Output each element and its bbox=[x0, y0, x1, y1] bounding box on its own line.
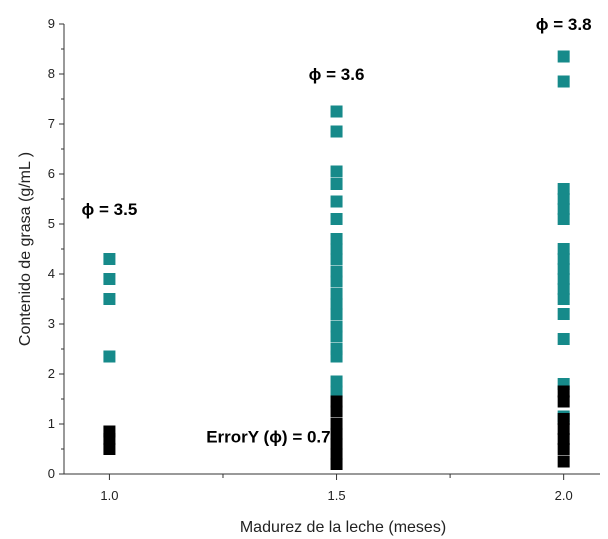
fat-content-point bbox=[330, 125, 343, 138]
fat-content-point bbox=[557, 75, 570, 88]
fat-content-point bbox=[330, 195, 343, 208]
error-point bbox=[103, 443, 116, 455]
error-point bbox=[330, 395, 343, 408]
annotation-label: ErrorY (ϕ) = 0.7 bbox=[206, 428, 330, 447]
x-tick-label: 1.5 bbox=[328, 488, 346, 503]
fat-content-point bbox=[330, 288, 343, 300]
x-tick-label: 2.0 bbox=[555, 488, 573, 503]
fat-content-point bbox=[330, 253, 343, 265]
fat-content-point bbox=[330, 350, 343, 363]
y-tick-label: 6 bbox=[48, 166, 55, 181]
fat-content-point bbox=[330, 330, 343, 343]
y-tick-label: 9 bbox=[48, 16, 55, 31]
x-tick-label: 1.0 bbox=[100, 488, 118, 503]
fat-content-point bbox=[557, 193, 570, 205]
error-point bbox=[557, 443, 570, 455]
fat-content-point bbox=[557, 263, 570, 275]
fat-content-point bbox=[557, 293, 570, 305]
error-point bbox=[330, 405, 343, 418]
y-tick-label: 1 bbox=[48, 416, 55, 431]
annotations: ϕ = 3.5 ϕ = 3.6 ϕ = 3.8 ErrorY (ϕ) = 0.7 bbox=[82, 15, 592, 447]
error-point bbox=[557, 413, 570, 425]
x-axis-title: Madurez de la leche (meses) bbox=[240, 519, 446, 536]
fat-content-point bbox=[330, 213, 343, 225]
fat-content-point bbox=[103, 253, 116, 265]
y-tick-label: 5 bbox=[48, 216, 55, 231]
fat-content-point bbox=[557, 253, 570, 265]
fat-content-point bbox=[557, 213, 570, 225]
fat-content-point bbox=[557, 183, 570, 195]
fat-content-point bbox=[557, 203, 570, 215]
fat-content-point bbox=[557, 283, 570, 295]
y-tick-label: 2 bbox=[48, 366, 55, 381]
annotation-label: ϕ = 3.8 bbox=[536, 15, 592, 34]
fat-content-point bbox=[330, 265, 343, 278]
fat-content-point bbox=[557, 333, 570, 345]
fat-content-point bbox=[330, 178, 343, 190]
x-axis-ticks: 1.0 1.5 2.0 bbox=[100, 474, 573, 503]
y-axis-ticks: 0 1 2 3 4 5 6 7 8 9 bbox=[48, 16, 64, 481]
annotation-label: ϕ = 3.5 bbox=[82, 200, 138, 219]
y-tick-label: 4 bbox=[48, 266, 55, 281]
error-point bbox=[557, 385, 570, 398]
error-point bbox=[557, 433, 570, 445]
y-tick-label: 0 bbox=[48, 466, 55, 481]
y-tick-label: 3 bbox=[48, 316, 55, 331]
error-point bbox=[557, 423, 570, 435]
annotation-label: ϕ = 3.6 bbox=[309, 65, 365, 84]
error-point bbox=[103, 433, 116, 445]
fat-content-point bbox=[330, 320, 343, 333]
fat-content-point bbox=[330, 105, 343, 118]
fat-content-point bbox=[103, 273, 116, 285]
error-point bbox=[557, 455, 570, 468]
fat-content-point bbox=[103, 350, 116, 363]
fat-content-point bbox=[557, 308, 570, 320]
fat-content-point bbox=[330, 385, 343, 398]
fat-content-point bbox=[557, 50, 570, 63]
fat-content-point bbox=[557, 273, 570, 285]
fat-content-point bbox=[330, 243, 343, 255]
fat-content-point bbox=[330, 308, 343, 320]
fat-content-point bbox=[557, 243, 570, 255]
fat-content-point bbox=[330, 275, 343, 288]
y-tick-label: 8 bbox=[48, 66, 55, 81]
error-point bbox=[330, 418, 343, 430]
y-tick-label: 7 bbox=[48, 116, 55, 131]
fat-content-point bbox=[330, 233, 343, 245]
fat-content-point bbox=[103, 293, 116, 305]
fat-content-point bbox=[330, 165, 343, 178]
error-point bbox=[330, 438, 343, 450]
fat-content-point bbox=[330, 298, 343, 310]
error-point bbox=[330, 428, 343, 440]
y-axis-title: Contenido de grasa (g/mL ) bbox=[17, 152, 34, 346]
data-points bbox=[103, 50, 570, 470]
error-point bbox=[330, 458, 343, 470]
error-point bbox=[330, 448, 343, 460]
fat-content-point bbox=[330, 375, 343, 388]
error-point bbox=[557, 395, 570, 408]
